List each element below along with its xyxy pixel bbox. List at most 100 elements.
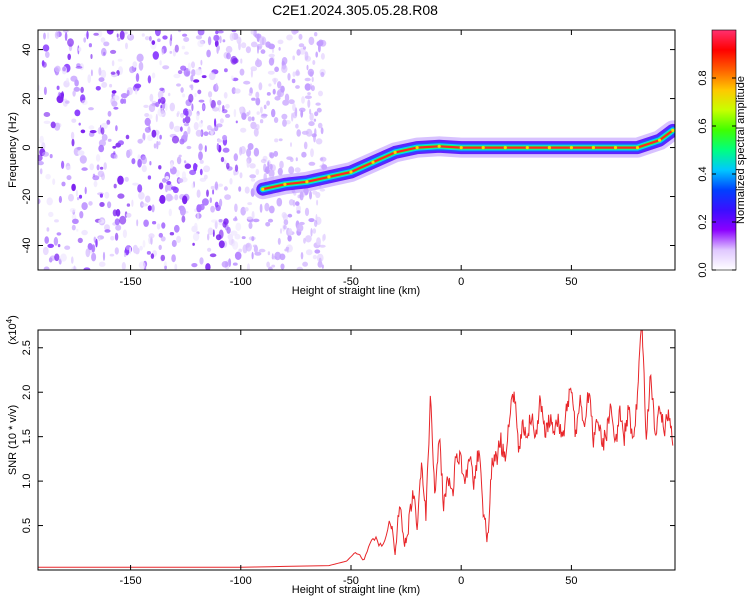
- noise-speckle: [164, 265, 168, 270]
- noise-speckle: [230, 75, 234, 81]
- noise-speckle: [197, 30, 205, 36]
- noise-speckle: [107, 138, 112, 142]
- signal-point: [261, 187, 265, 191]
- noise-speckle: [288, 166, 295, 175]
- noise-speckle: [106, 30, 114, 35]
- noise-speckle: [279, 253, 286, 261]
- noise-speckle: [95, 154, 101, 162]
- noise-speckle: [114, 232, 119, 241]
- noise-speckle: [101, 134, 108, 141]
- snr-ylabel: SNR (10 * v/v): [7, 405, 19, 475]
- noise-speckle: [156, 140, 159, 150]
- noise-speckle: [90, 54, 93, 59]
- noise-speckle: [132, 182, 139, 186]
- noise-speckle: [247, 116, 252, 122]
- noise-speckle: [80, 129, 86, 134]
- noise-speckle: [294, 167, 301, 173]
- noise-speckle: [158, 182, 164, 190]
- noise-speckle: [81, 229, 88, 236]
- noise-speckle: [201, 75, 207, 79]
- noise-speckle: [268, 57, 275, 66]
- x-tick-label: -100: [230, 276, 252, 288]
- noise-speckle: [248, 92, 252, 96]
- noise-speckle: [142, 240, 146, 248]
- noise-speckle: [291, 78, 296, 84]
- noise-speckle: [253, 147, 260, 157]
- noise-speckle: [60, 253, 67, 262]
- noise-speckle: [203, 165, 211, 173]
- signal-point: [437, 144, 441, 148]
- noise-speckle: [215, 204, 221, 212]
- noise-speckle: [182, 93, 186, 98]
- noise-speckle: [260, 113, 268, 119]
- noise-speckle: [210, 99, 216, 109]
- noise-speckle: [103, 162, 107, 170]
- noise-speckle: [159, 87, 165, 92]
- noise-speckle: [98, 77, 105, 82]
- noise-speckle: [125, 245, 130, 251]
- noise-speckle: [214, 181, 219, 191]
- noise-speckle: [148, 103, 156, 113]
- noise-speckle: [112, 145, 117, 149]
- noise-speckle: [273, 117, 279, 123]
- spectrogram-ylabel: Frequency (Hz): [7, 112, 19, 188]
- noise-speckle: [250, 66, 258, 72]
- noise-speckle: [76, 197, 80, 201]
- noise-speckle: [176, 235, 182, 243]
- noise-speckle: [198, 120, 204, 128]
- noise-speckle: [191, 182, 194, 189]
- noise-speckle: [66, 77, 69, 84]
- noise-speckle: [225, 45, 233, 54]
- noise-speckle: [171, 254, 176, 263]
- noise-speckle: [144, 113, 150, 117]
- noise-speckle: [208, 72, 216, 81]
- noise-speckle: [314, 32, 318, 37]
- noise-speckle: [179, 206, 186, 216]
- noise-speckle: [47, 243, 54, 248]
- noise-speckle: [244, 207, 249, 212]
- noise-speckle: [240, 58, 243, 64]
- noise-speckle: [255, 168, 260, 175]
- noise-speckle: [278, 47, 281, 51]
- signal-point: [481, 146, 485, 150]
- noise-speckle: [75, 189, 78, 197]
- noise-speckle: [83, 37, 87, 43]
- noise-speckle: [78, 47, 82, 52]
- noise-speckle: [312, 60, 316, 65]
- noise-speckle: [88, 43, 92, 48]
- noise-speckle: [141, 33, 145, 37]
- noise-speckle: [80, 86, 84, 93]
- noise-speckle: [290, 142, 292, 147]
- noise-speckle: [81, 202, 88, 211]
- noise-speckle: [307, 92, 311, 96]
- noise-speckle: [315, 51, 319, 58]
- noise-speckle: [296, 49, 301, 56]
- noise-speckle: [308, 161, 316, 166]
- noise-speckle: [231, 87, 236, 95]
- noise-speckle: [173, 125, 181, 133]
- noise-speckle: [207, 36, 212, 46]
- noise-speckle: [315, 191, 321, 199]
- noise-speckle: [220, 156, 225, 163]
- noise-speckle: [106, 119, 111, 125]
- noise-speckle: [61, 91, 64, 100]
- noise-speckle: [227, 233, 234, 241]
- noise-speckle: [258, 82, 263, 91]
- snr-series-line: [38, 330, 674, 568]
- noise-speckle: [46, 197, 53, 206]
- noise-speckle: [268, 53, 275, 58]
- noise-speckle: [67, 38, 74, 47]
- noise-speckle: [286, 34, 293, 41]
- noise-speckle: [219, 35, 222, 44]
- noise-speckle: [115, 30, 119, 33]
- noise-speckle: [234, 233, 241, 240]
- noise-speckle: [63, 30, 69, 33]
- noise-speckle: [281, 212, 287, 219]
- noise-speckle: [251, 116, 255, 122]
- noise-speckle: [72, 218, 79, 224]
- snr-ticks: -150 -100 -50 0 50 0.5 1.0 1.5 2.0 2.5: [21, 330, 675, 587]
- noise-speckle: [268, 83, 272, 87]
- noise-speckle: [148, 124, 151, 131]
- noise-speckle: [143, 219, 149, 227]
- noise-speckle: [192, 232, 200, 241]
